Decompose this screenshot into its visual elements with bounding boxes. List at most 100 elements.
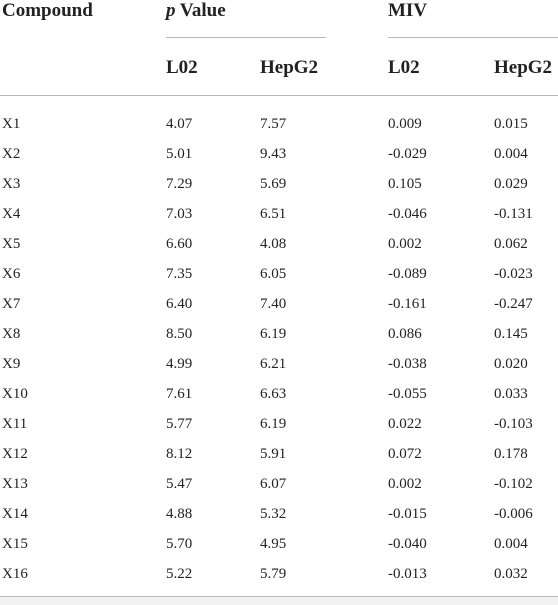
cell-compound: X9 xyxy=(2,356,21,372)
table-row: X11 5.77 6.19 0.022 -0.103 xyxy=(0,409,558,439)
cell-compound: X13 xyxy=(2,476,28,492)
cell-miv-l02: 0.072 xyxy=(388,446,422,462)
cell-miv-l02: 0.105 xyxy=(388,176,422,192)
cell-p-l02: 5.01 xyxy=(166,146,193,162)
cell-miv-l02: -0.046 xyxy=(388,206,427,222)
cell-compound: X4 xyxy=(2,206,21,222)
cell-p-l02: 7.35 xyxy=(166,266,193,282)
cell-miv-hepg2: 0.029 xyxy=(494,176,528,192)
cell-miv-l02: -0.015 xyxy=(388,506,427,522)
table-row: X6 7.35 6.05 -0.089 -0.023 xyxy=(0,259,558,289)
cell-miv-hepg2: 0.020 xyxy=(494,356,528,372)
table-row: X2 5.01 9.43 -0.029 0.004 xyxy=(0,139,558,169)
header-l02-miv: L02 xyxy=(388,57,420,78)
cell-p-hepg2: 6.07 xyxy=(260,476,287,492)
cell-p-hepg2: 5.69 xyxy=(260,176,287,192)
cell-miv-hepg2: -0.103 xyxy=(494,416,533,432)
cell-miv-hepg2: 0.033 xyxy=(494,386,528,402)
cell-p-hepg2: 6.51 xyxy=(260,206,287,222)
cell-compound: X7 xyxy=(2,296,21,312)
cell-miv-hepg2: -0.102 xyxy=(494,476,533,492)
cell-miv-hepg2: -0.006 xyxy=(494,506,533,522)
header-miv: MIV xyxy=(388,0,428,21)
cell-p-hepg2: 4.08 xyxy=(260,236,287,252)
header-l02-p: L02 xyxy=(166,57,198,78)
cell-p-hepg2: 5.91 xyxy=(260,446,287,462)
cell-compound: X1 xyxy=(2,116,21,132)
cell-miv-l02: -0.089 xyxy=(388,266,427,282)
header-rule xyxy=(0,95,558,96)
cell-miv-hepg2: -0.247 xyxy=(494,296,533,312)
cell-p-l02: 8.50 xyxy=(166,326,193,342)
cell-miv-l02: 0.022 xyxy=(388,416,422,432)
cell-compound: X5 xyxy=(2,236,21,252)
header-hepg2-p: HepG2 xyxy=(260,57,319,78)
table-row: X10 7.61 6.63 -0.055 0.033 xyxy=(0,379,558,409)
table-bottom-rule xyxy=(0,596,558,605)
cell-p-l02: 4.99 xyxy=(166,356,193,372)
miv-group-rule xyxy=(388,37,558,38)
cell-p-hepg2: 6.19 xyxy=(260,326,287,342)
cell-compound: X15 xyxy=(2,536,28,552)
cell-miv-hepg2: 0.032 xyxy=(494,566,528,582)
cell-p-hepg2: 4.95 xyxy=(260,536,287,552)
cell-compound: X8 xyxy=(2,326,21,342)
cell-p-hepg2: 9.43 xyxy=(260,146,287,162)
cell-p-hepg2: 7.57 xyxy=(260,116,287,132)
cell-p-l02: 8.12 xyxy=(166,446,193,462)
table-row: X13 5.47 6.07 0.002 -0.102 xyxy=(0,469,558,499)
cell-miv-hepg2: 0.015 xyxy=(494,116,528,132)
cell-compound: X10 xyxy=(2,386,28,402)
header-p-symbol: p xyxy=(166,0,176,21)
table-row: X15 5.70 4.95 -0.040 0.004 xyxy=(0,529,558,559)
cell-p-hepg2: 7.40 xyxy=(260,296,287,312)
cell-miv-hepg2: -0.023 xyxy=(494,266,533,282)
cell-miv-hepg2: 0.004 xyxy=(494,536,528,552)
cell-miv-hepg2: 0.178 xyxy=(494,446,528,462)
cell-p-l02: 5.77 xyxy=(166,416,193,432)
cell-p-l02: 7.61 xyxy=(166,386,193,402)
cell-compound: X16 xyxy=(2,566,28,582)
table-row: X3 7.29 5.69 0.105 0.029 xyxy=(0,169,558,199)
cell-miv-l02: 0.002 xyxy=(388,476,422,492)
cell-miv-l02: 0.086 xyxy=(388,326,422,342)
cell-p-hepg2: 6.05 xyxy=(260,266,287,282)
cell-miv-l02: -0.038 xyxy=(388,356,427,372)
cell-p-hepg2: 5.79 xyxy=(260,566,287,582)
cell-p-l02: 4.88 xyxy=(166,506,193,522)
cell-miv-hepg2: 0.145 xyxy=(494,326,528,342)
cell-p-hepg2: 5.32 xyxy=(260,506,287,522)
table-row: X8 8.50 6.19 0.086 0.145 xyxy=(0,319,558,349)
cell-miv-l02: -0.013 xyxy=(388,566,427,582)
cell-p-l02: 5.22 xyxy=(166,566,193,582)
cell-miv-hepg2: -0.131 xyxy=(494,206,533,222)
cell-miv-hepg2: 0.004 xyxy=(494,146,528,162)
cell-miv-l02: 0.002 xyxy=(388,236,422,252)
cell-miv-l02: 0.009 xyxy=(388,116,422,132)
cell-miv-hepg2: 0.062 xyxy=(494,236,528,252)
cell-p-l02: 5.70 xyxy=(166,536,193,552)
cell-compound: X12 xyxy=(2,446,28,462)
cell-miv-l02: -0.040 xyxy=(388,536,427,552)
cell-compound: X2 xyxy=(2,146,21,162)
cell-miv-l02: -0.161 xyxy=(388,296,427,312)
cell-p-hepg2: 6.19 xyxy=(260,416,287,432)
cell-p-l02: 7.29 xyxy=(166,176,193,192)
cell-compound: X6 xyxy=(2,266,21,282)
cell-compound: X3 xyxy=(2,176,21,192)
table-row: X16 5.22 5.79 -0.013 0.032 xyxy=(0,559,558,589)
cell-p-hepg2: 6.21 xyxy=(260,356,287,372)
cell-miv-l02: -0.055 xyxy=(388,386,427,402)
cell-p-l02: 7.03 xyxy=(166,206,193,222)
table-row: X1 4.07 7.57 0.009 0.015 xyxy=(0,109,558,139)
table-row: X4 7.03 6.51 -0.046 -0.131 xyxy=(0,199,558,229)
header-compound: Compound xyxy=(2,0,93,21)
table-row: X14 4.88 5.32 -0.015 -0.006 xyxy=(0,499,558,529)
cell-p-l02: 6.60 xyxy=(166,236,193,252)
cell-p-hepg2: 6.63 xyxy=(260,386,287,402)
header-p-text: Value xyxy=(179,0,226,21)
table-row: X7 6.40 7.40 -0.161 -0.247 xyxy=(0,289,558,319)
cell-compound: X14 xyxy=(2,506,28,522)
header-hepg2-miv: HepG2 xyxy=(494,57,553,78)
